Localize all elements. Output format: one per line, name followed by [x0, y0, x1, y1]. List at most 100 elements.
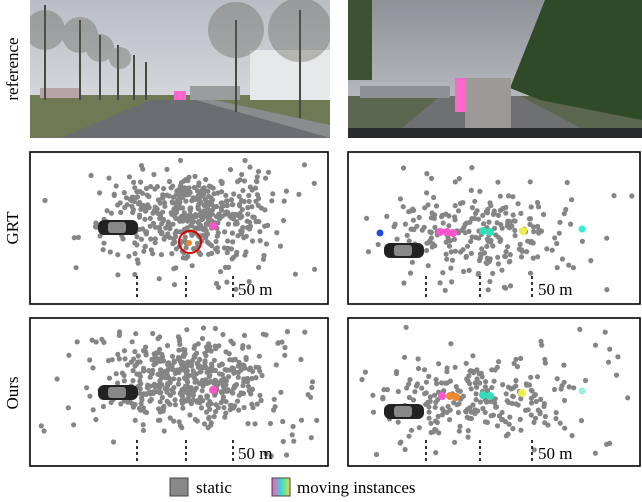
- radar-point: [139, 163, 144, 168]
- radar-point: [161, 186, 166, 191]
- radar-point: [567, 384, 572, 389]
- radar-point: [529, 204, 534, 209]
- radar-point: [524, 249, 529, 254]
- radar-point: [213, 326, 218, 331]
- radar-point: [187, 390, 192, 395]
- radar-point: [461, 269, 466, 274]
- radar-point: [416, 356, 421, 361]
- radar-point: [445, 365, 450, 370]
- radar-point: [195, 188, 200, 193]
- radar-point: [475, 208, 480, 213]
- radar-point: [607, 347, 612, 352]
- radar-point: [191, 368, 196, 373]
- radar-point: [516, 201, 521, 206]
- radar-point: [503, 254, 508, 259]
- radar-point: [256, 265, 261, 270]
- radar-point: [498, 239, 503, 244]
- radar-point: [160, 196, 165, 201]
- radar-point: [208, 212, 213, 217]
- radar-point: [167, 392, 172, 397]
- radar-point: [513, 357, 518, 362]
- radar-point: [456, 410, 461, 415]
- radar-point: [181, 255, 186, 260]
- radar-point: [233, 384, 238, 389]
- radar-point: [190, 263, 195, 268]
- radar-point: [250, 238, 255, 243]
- radar-point: [176, 355, 181, 360]
- radar-point: [426, 263, 431, 268]
- radar-point: [173, 402, 178, 407]
- radar-point: [158, 201, 163, 206]
- radar-point: [506, 400, 511, 405]
- radar-point: [141, 422, 146, 427]
- row-label: GRT: [3, 211, 22, 245]
- radar-point: [153, 240, 158, 245]
- radar-point: [233, 370, 238, 375]
- radar-point: [275, 341, 280, 346]
- panel-frame: [30, 152, 328, 304]
- radar-point: [115, 352, 120, 357]
- radar-point: [434, 203, 439, 208]
- radar-point: [230, 365, 235, 370]
- radar-point: [264, 241, 269, 246]
- radar-point: [507, 415, 512, 420]
- radar-point: [155, 211, 160, 216]
- radar-point: [220, 332, 225, 337]
- radar-point: [538, 339, 543, 344]
- radar-point: [396, 420, 401, 425]
- radar-point: [224, 368, 229, 373]
- radar-point: [185, 254, 190, 259]
- radar-point: [518, 417, 523, 422]
- radar-point: [469, 165, 474, 170]
- radar-point: [458, 389, 463, 394]
- radar-point: [422, 225, 427, 230]
- radar-point: [237, 202, 242, 207]
- radar-point: [452, 440, 457, 445]
- radar-point: [201, 191, 206, 196]
- radar-point: [199, 405, 204, 410]
- radar-point: [453, 203, 458, 208]
- radar-point: [160, 354, 165, 359]
- radar-point: [542, 357, 547, 362]
- radar-point: [467, 381, 472, 386]
- radar-point: [218, 269, 223, 274]
- radar-point: [528, 375, 533, 380]
- radar-point: [488, 203, 493, 208]
- radar-point: [380, 396, 385, 401]
- radar-point: [274, 230, 279, 235]
- radar-point: [214, 281, 219, 286]
- radar-point: [429, 176, 434, 181]
- radar-point: [167, 179, 172, 184]
- radar-point: [210, 207, 215, 212]
- radar-point: [452, 237, 457, 242]
- radar-point: [364, 216, 369, 221]
- radar-point: [470, 353, 475, 358]
- radar-point: [89, 173, 94, 178]
- radar-point: [162, 204, 167, 209]
- radar-point: [239, 172, 244, 177]
- radar-point: [299, 418, 304, 423]
- radar-point: [256, 365, 261, 370]
- radar-point: [404, 325, 409, 330]
- radar-point: [179, 180, 184, 185]
- radar-point: [463, 230, 468, 235]
- radar-point: [555, 376, 560, 381]
- radar-point: [477, 258, 482, 263]
- radar-point: [207, 407, 212, 412]
- radar-point: [475, 408, 480, 413]
- radar-point: [489, 385, 494, 390]
- radar-point: [422, 205, 427, 210]
- radar-point: [172, 397, 177, 402]
- radar-point: [492, 379, 497, 384]
- radar-point: [486, 220, 491, 225]
- radar-point: [486, 287, 491, 292]
- radar-point: [440, 270, 445, 275]
- radar-point: [148, 236, 153, 241]
- radar-point: [449, 279, 454, 284]
- radar-point: [135, 194, 140, 199]
- radar-point: [562, 426, 567, 431]
- radar-point: [401, 204, 406, 209]
- radar-point: [182, 192, 187, 197]
- radar-point: [188, 208, 193, 213]
- radar-point: [510, 394, 515, 399]
